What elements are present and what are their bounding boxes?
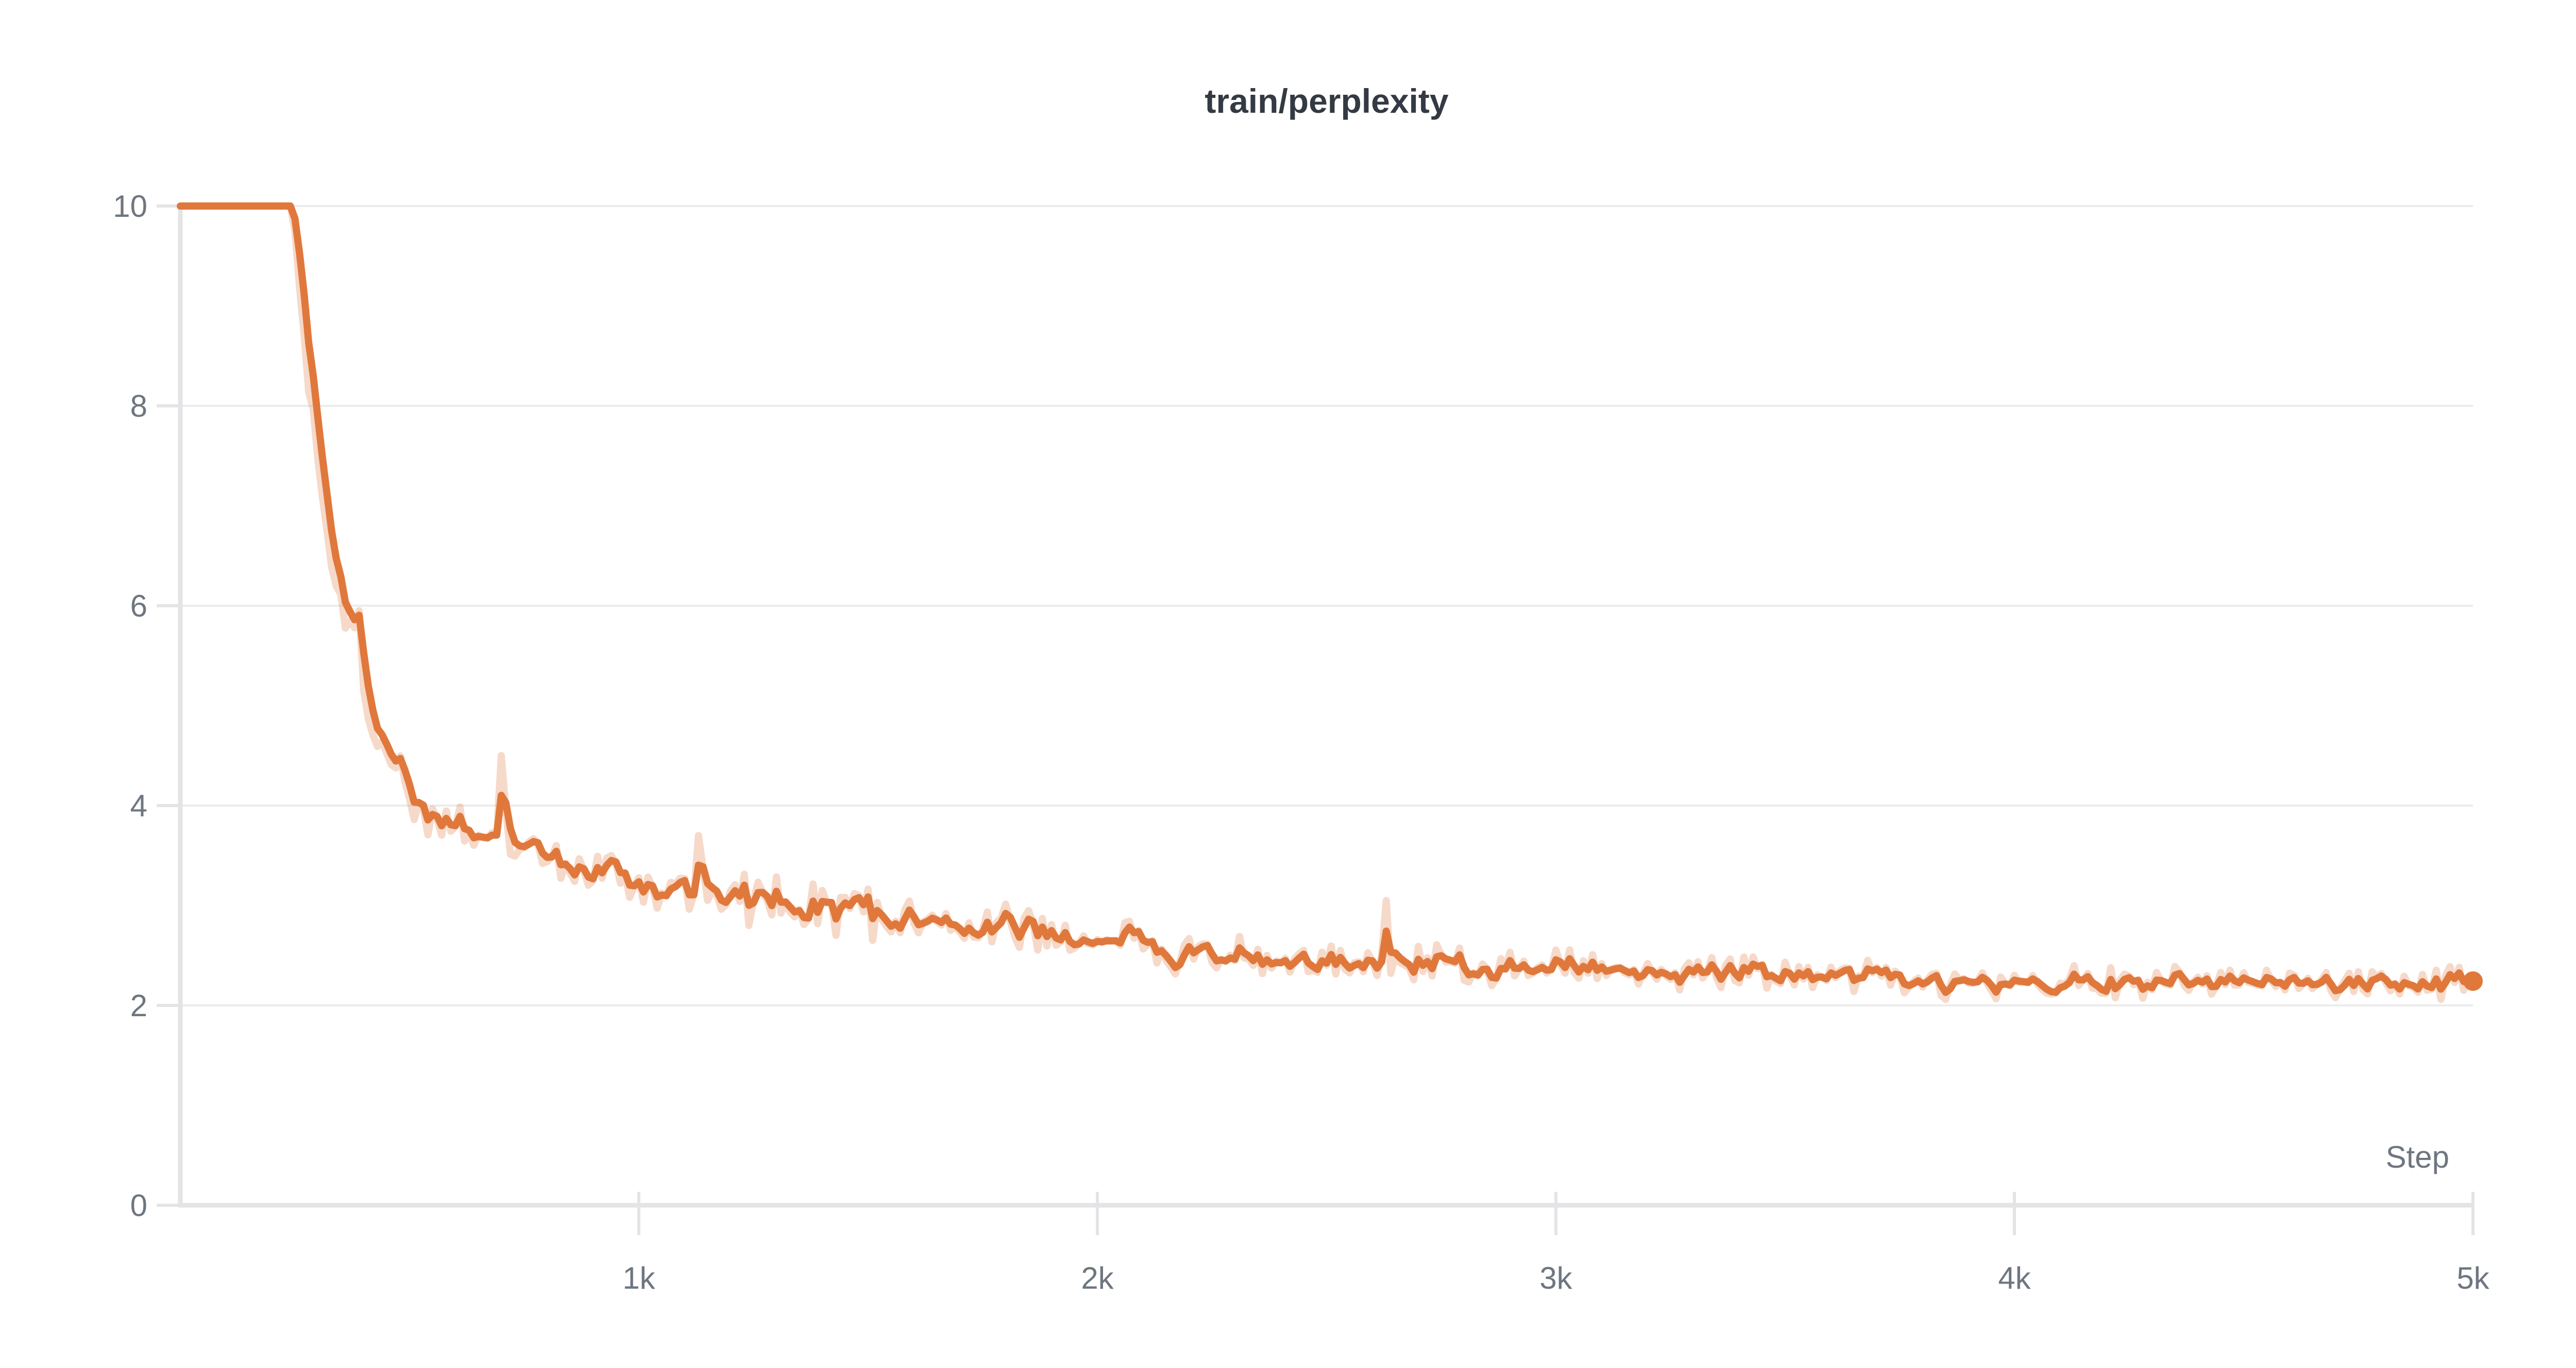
- y-tick-label: 0: [130, 1188, 147, 1223]
- series-line: [177, 202, 2477, 996]
- y-tick-label: 4: [130, 789, 147, 823]
- y-tick-label: 8: [130, 389, 147, 423]
- x-axis-title: Step: [2385, 1140, 2449, 1174]
- y-tick-label: 10: [113, 189, 147, 224]
- end-point-marker: [2463, 971, 2483, 991]
- x-tick-label: 2k: [1081, 1261, 1114, 1295]
- x-tick-label: 5k: [2456, 1261, 2489, 1295]
- chart-title: train/perplexity: [1205, 82, 1449, 120]
- y-tick-label: 2: [130, 988, 147, 1023]
- series-line-raw: [177, 202, 2477, 1003]
- x-tick-label: 4k: [1998, 1261, 2031, 1295]
- y-tick-label: 6: [130, 589, 147, 623]
- x-tick-label: 1k: [622, 1261, 655, 1295]
- x-tick-label: 3k: [1539, 1261, 1572, 1295]
